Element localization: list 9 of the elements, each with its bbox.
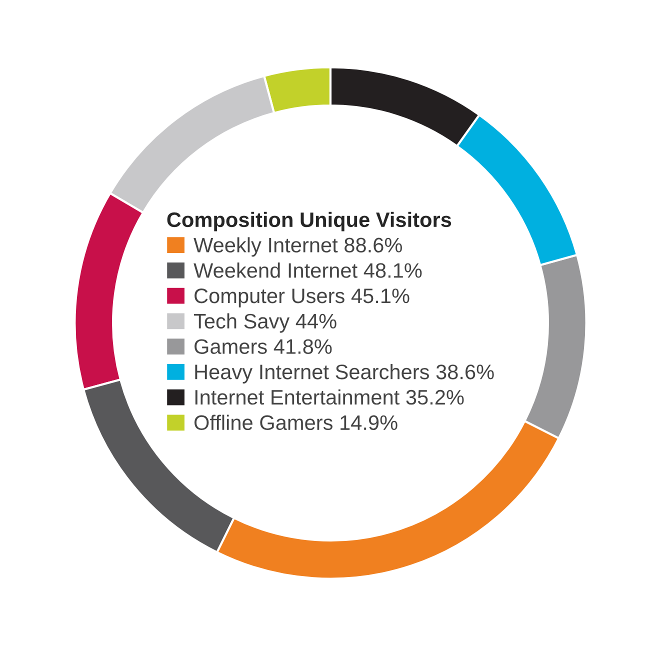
legend-label: Offline Gamers 14.9% <box>194 414 398 430</box>
legend-label: Computer Users 45.1% <box>194 288 410 308</box>
legend-label: Weekly Internet 88.6% <box>194 237 402 257</box>
legend-label: Tech Savy 44% <box>194 313 336 333</box>
legend-label: Gamers 41.8% <box>194 339 332 354</box>
legend-label: Internet Entertainment 35.2% <box>195 389 464 405</box>
legend-label: Weekend Internet 48.1% <box>194 262 422 278</box>
legend-label: Heavy Internet Searchers 38.6% <box>195 364 494 384</box>
legend-title: Composition Unique Visitors <box>167 212 452 232</box>
